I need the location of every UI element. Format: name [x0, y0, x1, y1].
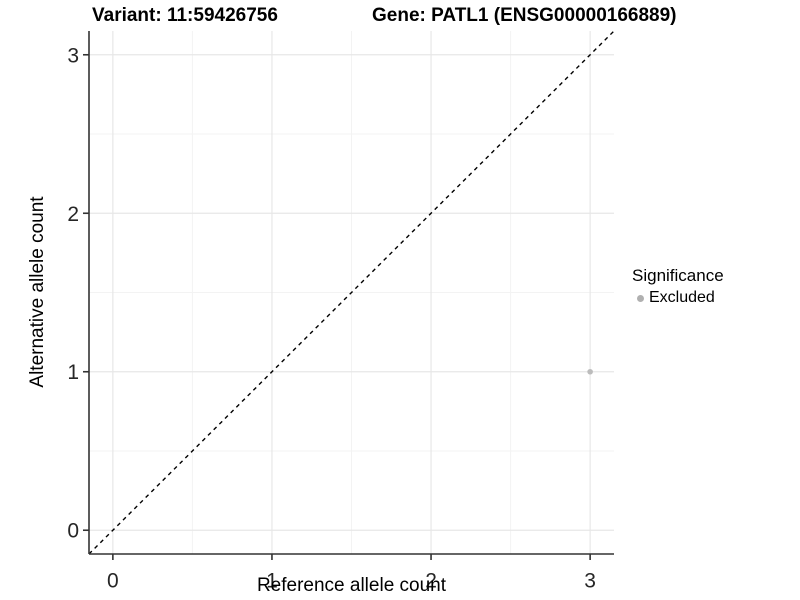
gene-title: Gene: PATL1 (ENSG00000166889) [372, 5, 677, 26]
legend-point-icon [637, 294, 644, 302]
y-tick-label: 3 [67, 44, 79, 67]
x-tick-label: 1 [266, 569, 278, 592]
y-tick-label: 1 [67, 361, 79, 384]
x-tick-label: 2 [425, 569, 437, 592]
variant-title: Variant: 11:59426756 [92, 5, 278, 26]
x-axis-title: Reference allele count [256, 575, 447, 596]
y-axis-title: Alternative allele count [27, 196, 48, 388]
legend: Significance Excluded [630, 266, 724, 307]
legend-title: Significance [632, 266, 724, 285]
legend-entry-label: Excluded [649, 289, 715, 306]
x-tick-label: 0 [107, 569, 119, 592]
x-tick-label: 3 [584, 569, 596, 592]
legend-entry-excluded: Excluded [630, 289, 724, 307]
data-point [587, 368, 593, 375]
identity-line [88, 30, 615, 555]
y-tick-label: 0 [67, 520, 79, 543]
y-tick-label: 2 [67, 203, 79, 226]
